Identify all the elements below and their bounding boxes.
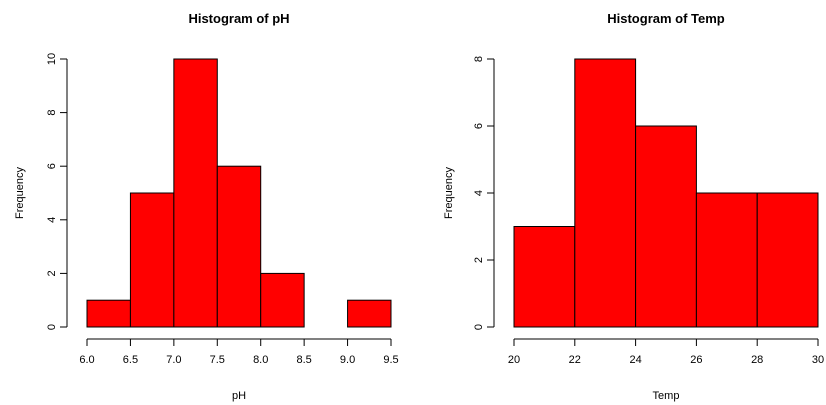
temp-x-tick-label: 30 [812, 354, 824, 366]
temp-y-axis: 0 2 4 6 8 [473, 56, 495, 330]
temp-chart-title: Histogram of Temp [607, 11, 725, 26]
temp-y-tick-label: 0 [473, 324, 485, 330]
ph-bar [86, 299, 131, 328]
temp-x-axis: 20 22 24 26 28 30 [508, 338, 824, 366]
ph-histogram-panel: Histogram of pH pH Frequency 6.0 6.5 7.0 7.… [14, 11, 399, 402]
ph-chart-title: Histogram of pH [188, 11, 289, 26]
temp-bar [513, 226, 576, 328]
temp-y-tick-label: 6 [473, 123, 485, 129]
temp-x-tick-label: 22 [569, 354, 581, 366]
temp-bar [695, 192, 758, 328]
ph-x-tick-label: 8.0 [253, 354, 268, 366]
ph-bar [216, 165, 262, 328]
temp-bar [756, 192, 819, 328]
ph-y-tick-label: 4 [46, 217, 58, 223]
temp-histogram-panel: Histogram of Temp Temp Frequency 20 22 24 2… [443, 11, 824, 402]
ph-x-tick-label: 9.5 [383, 354, 398, 366]
ph-y-tick-label: 0 [46, 324, 58, 330]
ph-bar [260, 272, 305, 328]
ph-bar [347, 299, 392, 328]
temp-y-tick-label: 4 [473, 190, 485, 196]
ph-x-tick-label: 9.0 [340, 354, 355, 366]
ph-x-tick-label: 7.0 [166, 354, 181, 366]
ph-y-axis: 0 2 4 6 8 10 [46, 53, 68, 330]
temp-x-axis-label: Temp [653, 390, 680, 402]
temp-bar [635, 125, 697, 328]
ph-y-tick-label: 8 [46, 110, 58, 116]
ph-y-tick-label: 2 [46, 270, 58, 276]
ph-x-tick-label: 6.0 [79, 354, 94, 366]
temp-bars [513, 58, 819, 328]
ph-x-tick-label: 6.5 [123, 354, 138, 366]
temp-y-axis-label: Frequency [443, 167, 455, 219]
ph-bar [173, 58, 218, 328]
ph-y-tick-label: 6 [46, 163, 58, 169]
temp-x-tick-label: 24 [629, 354, 641, 366]
ph-x-tick-label: 8.5 [296, 354, 311, 366]
ph-x-axis-label: pH [232, 390, 246, 402]
ph-bars [86, 58, 392, 328]
temp-y-tick-label: 2 [473, 257, 485, 263]
temp-y-tick-label: 8 [473, 56, 485, 62]
temp-bar [574, 58, 637, 328]
temp-x-tick-label: 28 [751, 354, 763, 366]
ph-x-axis: 6.0 6.5 7.0 7.5 8.0 8.5 9.0 9.5 [79, 338, 399, 366]
ph-y-tick-label: 10 [46, 53, 58, 65]
ph-bar [129, 192, 175, 328]
temp-x-tick-label: 26 [690, 354, 702, 366]
temp-x-tick-label: 20 [508, 354, 520, 366]
ph-y-axis-label: Frequency [14, 167, 26, 219]
ph-x-tick-label: 7.5 [210, 354, 225, 366]
